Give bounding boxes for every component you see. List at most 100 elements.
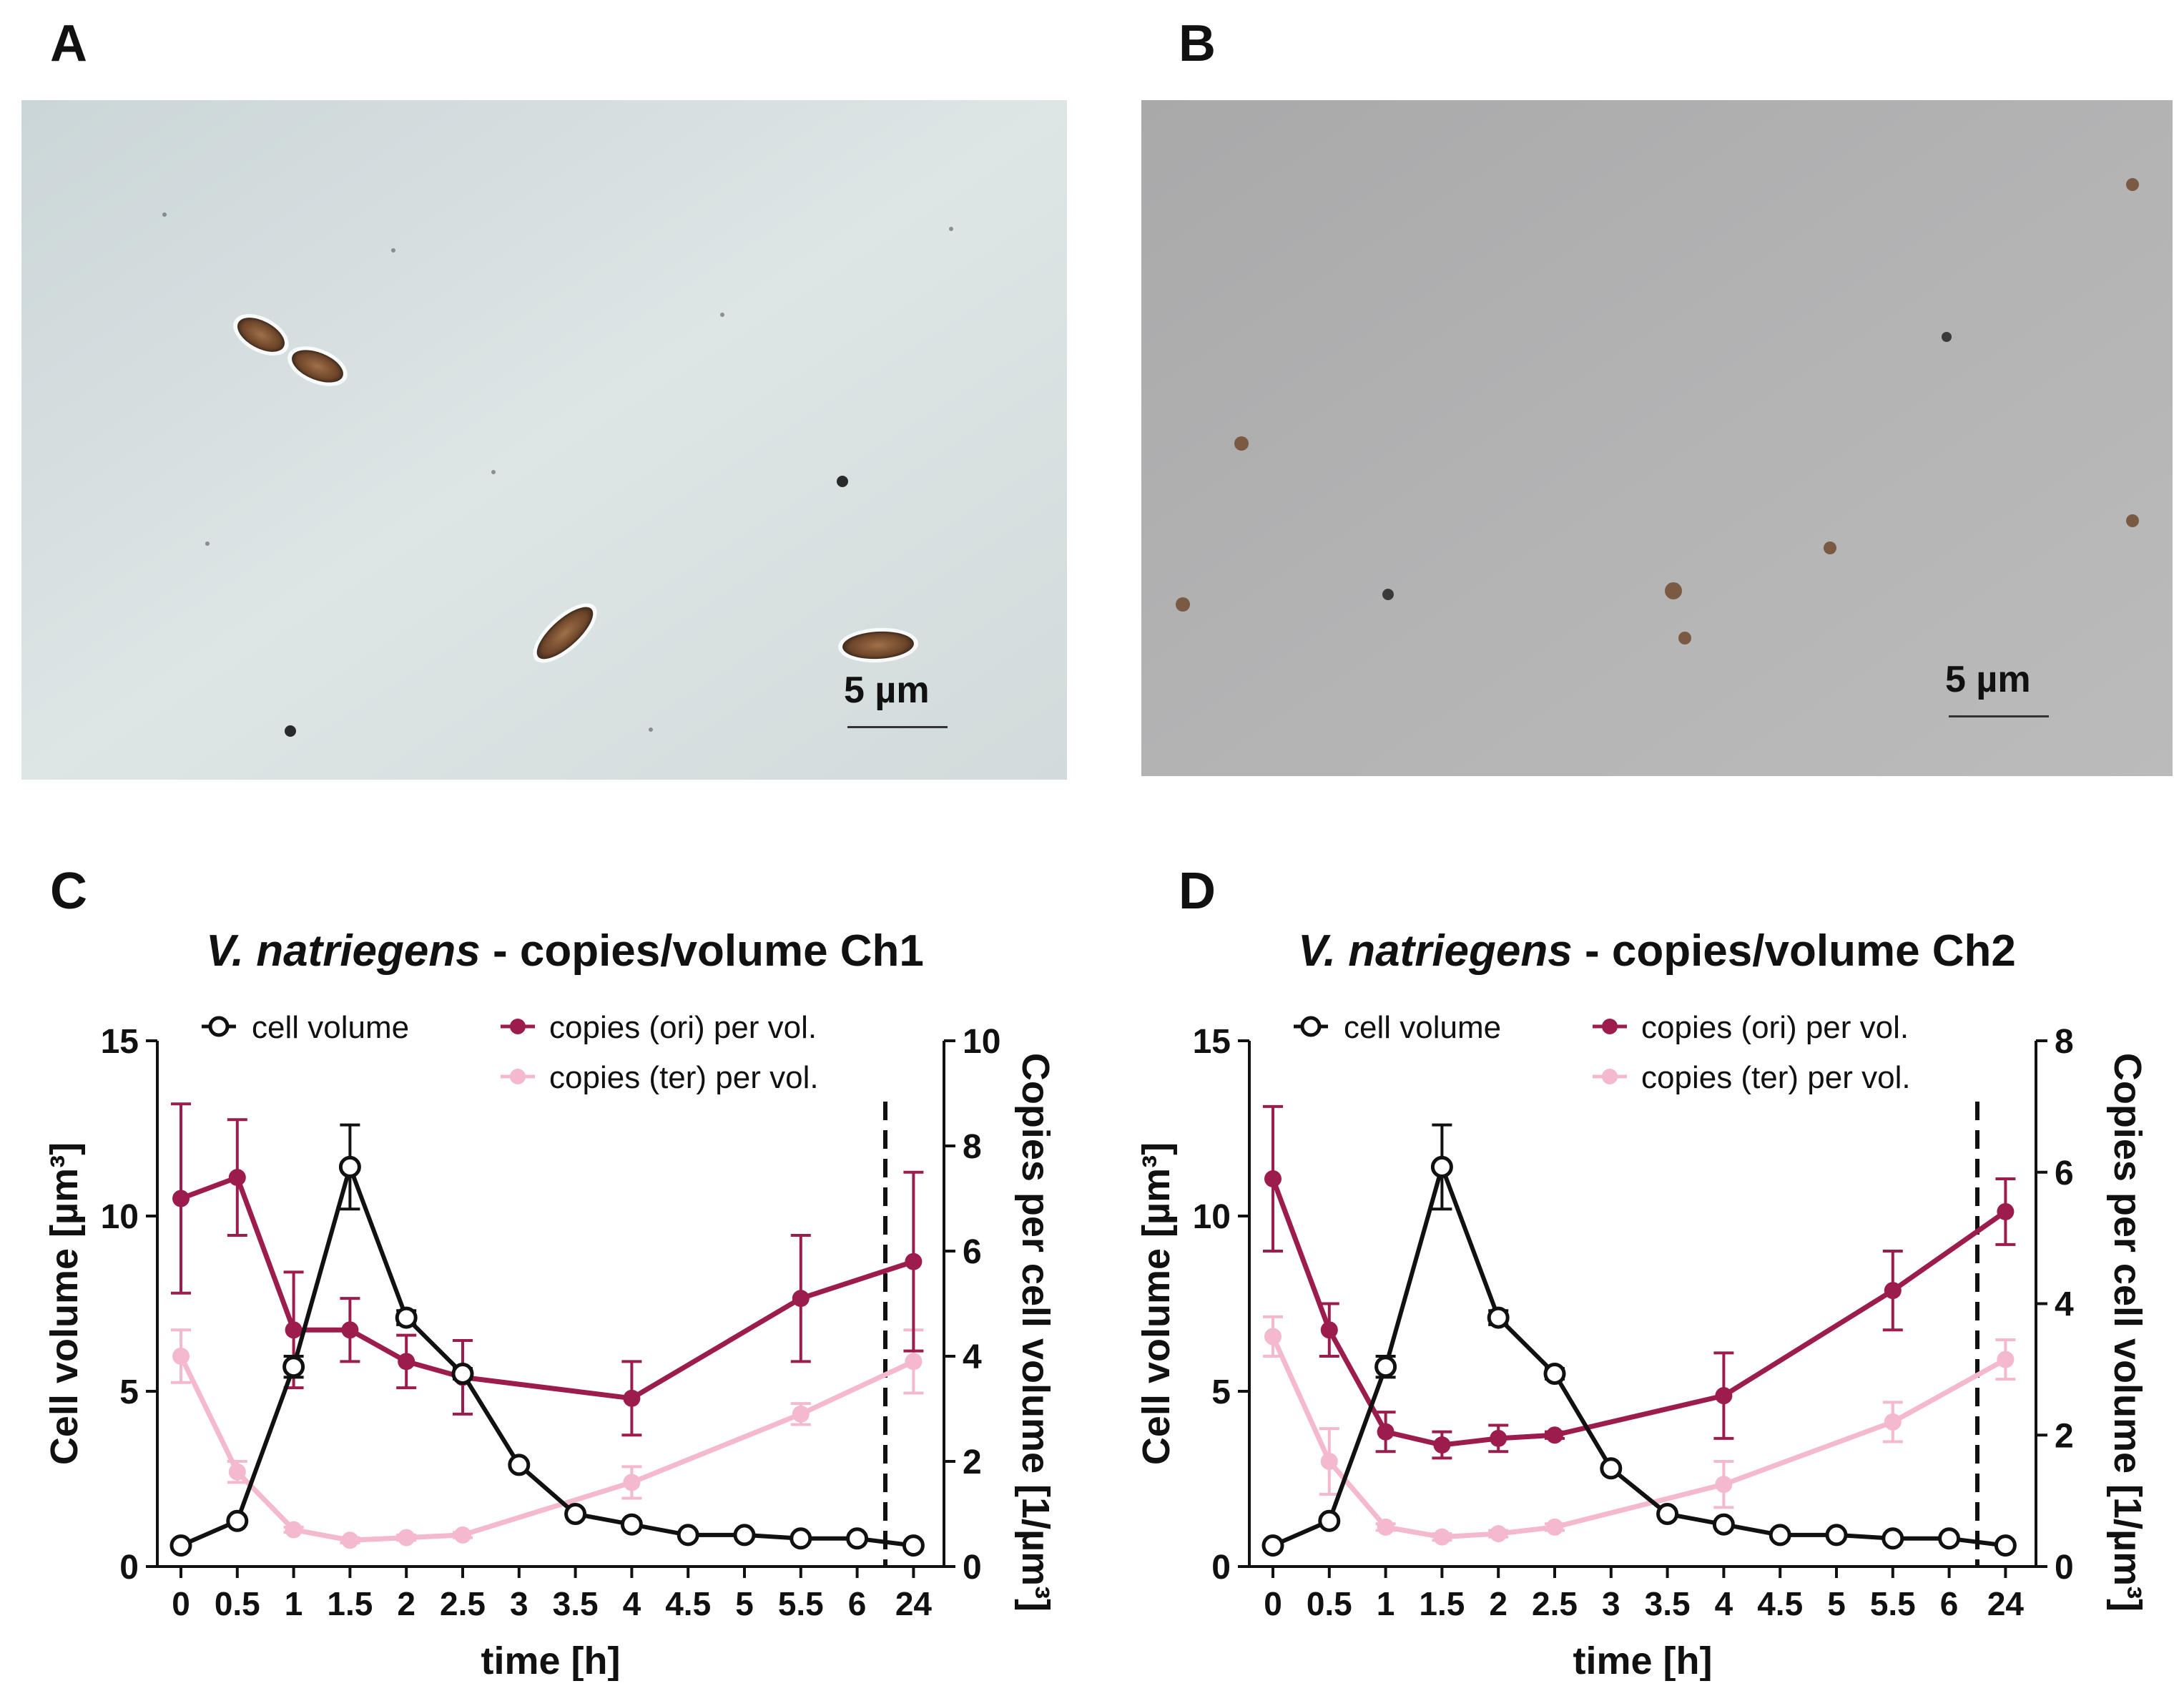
x-tick-label: 6 <box>1940 1585 1959 1622</box>
series-cell-volume <box>169 1123 925 1557</box>
scale-bar-label-b: 5 µm <box>1945 659 2031 700</box>
data-point <box>1490 1525 1507 1543</box>
data-point <box>508 1454 531 1476</box>
x-tick-label: 3 <box>1602 1585 1620 1622</box>
chart-c: V. natriegens - copies/volume Ch10510150… <box>43 926 1057 1681</box>
x-tick-label: 5 <box>735 1585 754 1622</box>
data-point <box>226 1509 249 1532</box>
legend-label-ter: copies (ter) per vol. <box>1641 1060 1911 1095</box>
y-axis-left-label: Cell volume [µm³] <box>43 1142 86 1465</box>
data-point <box>1994 1534 2017 1557</box>
bacterium-cell <box>838 627 918 663</box>
x-tick-label: 4 <box>623 1585 641 1622</box>
data-point <box>792 1405 810 1423</box>
data-point <box>169 1534 192 1557</box>
data-point <box>1656 1503 1679 1525</box>
data-point <box>1377 1423 1394 1441</box>
particle-dot <box>1678 632 1691 644</box>
data-point <box>623 1389 641 1407</box>
data-point <box>1261 1534 1284 1557</box>
data-point <box>341 1321 359 1339</box>
bacterium-cell <box>533 603 597 663</box>
y-right-tick-label: 6 <box>2055 1155 2074 1192</box>
data-point <box>620 1513 643 1536</box>
particle-dot <box>1824 541 1836 554</box>
data-point <box>228 1463 246 1481</box>
y-right-tick-label: 4 <box>2055 1286 2074 1324</box>
scale-bar-b <box>1949 715 2049 717</box>
scale-bar-label-a: 5 µm <box>844 670 930 711</box>
legend: cell volume copies (ori) per vol. copies (… <box>202 1010 819 1095</box>
series-ori <box>171 1102 924 1437</box>
data-point <box>285 1321 302 1339</box>
particle-dot <box>1176 597 1190 612</box>
panel-label-c: C <box>50 863 87 920</box>
data-point <box>395 1306 418 1329</box>
data-point <box>1600 1457 1623 1480</box>
data-point <box>172 1348 190 1365</box>
data-point <box>1430 1155 1453 1178</box>
y-right-tick-label: 2 <box>2055 1417 2074 1455</box>
x-tick-label: 3.5 <box>553 1585 599 1622</box>
particle-dot <box>837 476 848 487</box>
x-axis-label: time [h] <box>1573 1639 1713 1681</box>
panel-label-b: B <box>1179 15 1216 72</box>
data-point <box>228 1169 246 1187</box>
series-line-ori <box>1270 1177 2007 1448</box>
data-point <box>1769 1524 1791 1547</box>
x-tick-label: 5.5 <box>1870 1585 1916 1622</box>
y-axis-right-label: Copies per cell volume [1/µm³] <box>2106 1053 2149 1612</box>
data-point <box>1320 1321 1338 1339</box>
x-tick-label: 0.5 <box>1307 1585 1352 1622</box>
chart-title: V. natriegens - copies/volume Ch2 <box>1298 926 2016 976</box>
data-point <box>341 1531 359 1549</box>
particle-dot <box>1382 589 1394 600</box>
data-point <box>1712 1513 1735 1536</box>
y-left-tick-label: 10 <box>1193 1198 1231 1236</box>
y-left-tick-label: 0 <box>119 1549 139 1587</box>
data-point <box>733 1524 756 1547</box>
data-point <box>398 1529 415 1547</box>
particle-dot <box>1942 332 1952 342</box>
legend-marker-cell-volume <box>1300 1016 1322 1037</box>
data-point <box>1264 1170 1282 1187</box>
y-right-tick-label: 10 <box>963 1023 1000 1061</box>
x-tick-label: 24 <box>895 1585 933 1622</box>
data-point <box>398 1353 415 1371</box>
micrograph-a <box>21 100 1067 780</box>
x-tick-label: 3.5 <box>1645 1585 1691 1622</box>
data-point <box>1320 1453 1338 1470</box>
data-point <box>1882 1527 1904 1550</box>
data-point <box>285 1521 302 1539</box>
y-left-tick-label: 15 <box>101 1023 139 1061</box>
x-tick-label: 0 <box>1264 1585 1282 1622</box>
legend-marker-ori <box>510 1019 526 1034</box>
legend-label-ter: copies (ter) per vol. <box>549 1060 819 1095</box>
x-tick-label: 0.5 <box>215 1585 260 1622</box>
y-left-tick-label: 0 <box>1211 1549 1231 1587</box>
micrograph-b <box>1141 100 2173 776</box>
data-point <box>1884 1413 1902 1431</box>
x-tick-label: 4.5 <box>1757 1585 1803 1622</box>
legend-marker-cell-volume <box>208 1016 230 1037</box>
data-point <box>1938 1527 1961 1550</box>
x-tick-label: 1 <box>1377 1585 1395 1622</box>
x-tick-label: 0 <box>172 1585 190 1622</box>
legend-marker-ter <box>1602 1069 1618 1084</box>
y-right-tick-label: 8 <box>963 1128 982 1166</box>
legend-label-ori: copies (ori) per vol. <box>1641 1010 1909 1045</box>
data-point <box>1377 1518 1394 1536</box>
data-point <box>564 1503 587 1525</box>
data-point <box>1543 1363 1566 1385</box>
bacterium-cell <box>233 314 289 356</box>
data-point <box>1264 1328 1282 1346</box>
x-tick-label: 6 <box>848 1585 867 1622</box>
data-point <box>282 1356 305 1378</box>
data-point <box>1825 1524 1848 1547</box>
y-right-tick-label: 0 <box>2055 1549 2074 1587</box>
data-point <box>677 1524 699 1547</box>
x-tick-label: 2 <box>1489 1585 1507 1622</box>
legend-marker-ori <box>1602 1019 1618 1034</box>
y-right-tick-label: 8 <box>2055 1023 2074 1061</box>
x-tick-label: 2.5 <box>1532 1585 1578 1622</box>
